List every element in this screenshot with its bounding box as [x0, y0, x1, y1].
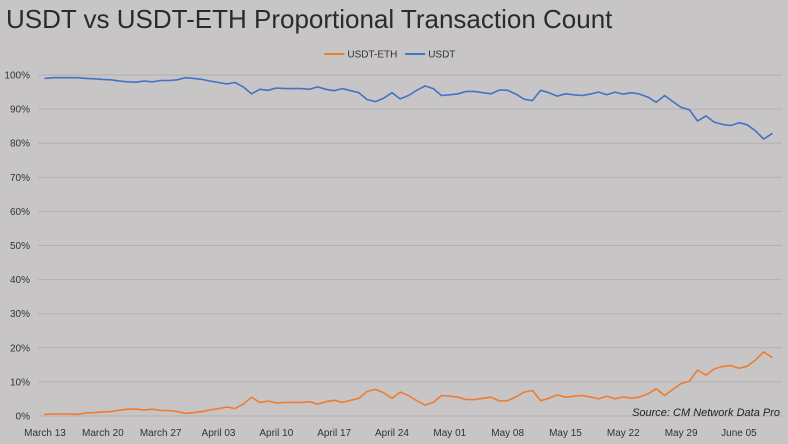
- x-tick-label: April 10: [259, 428, 293, 439]
- legend-label-usdt-eth: USDT-ETH: [347, 50, 397, 61]
- x-tick-label: March 13: [24, 428, 66, 439]
- x-tick-label: May 15: [549, 428, 582, 439]
- x-tick-label: May 29: [665, 428, 698, 439]
- x-tick-label: May 08: [491, 428, 524, 439]
- y-tick-label: 10%: [10, 377, 30, 388]
- y-tick-label: 40%: [10, 275, 30, 286]
- legend-label-usdt: USDT: [428, 50, 455, 61]
- x-tick-label: April 17: [317, 428, 351, 439]
- y-tick-label: 20%: [10, 343, 30, 354]
- y-tick-label: 100%: [4, 71, 30, 82]
- x-tick-label: May 01: [433, 428, 466, 439]
- x-tick-label: April 03: [202, 428, 236, 439]
- x-tick-label: March 20: [82, 428, 124, 439]
- legend: USDT-ETH USDT: [324, 50, 455, 61]
- series-line-usdt-eth: [44, 351, 773, 416]
- y-tick-label: 50%: [10, 241, 30, 252]
- x-tick-label: June 05: [721, 428, 757, 439]
- gridlines: [38, 74, 782, 417]
- x-tick-label: March 27: [140, 428, 182, 439]
- x-tick-label: May 22: [607, 428, 640, 439]
- series-lines: [44, 76, 773, 416]
- y-tick-label: 0%: [16, 412, 31, 423]
- axes: 0% 10% 20% 30% 40% 50% 60% 70% 80% 90% 100% March 1…: [4, 71, 757, 440]
- chart-title: USDT vs USDT-ETH Proportional Transactio…: [6, 4, 613, 34]
- y-tick-label: 80%: [10, 139, 30, 150]
- x-tick-label: April 24: [375, 428, 409, 439]
- y-tick-label: 60%: [10, 207, 30, 218]
- y-tick-label: 70%: [10, 173, 30, 184]
- y-tick-label: 90%: [10, 105, 30, 116]
- series-line-usdt: [44, 76, 773, 140]
- source-annotation: Source: CM Network Data Pro: [632, 407, 780, 419]
- y-tick-label: 30%: [10, 309, 30, 320]
